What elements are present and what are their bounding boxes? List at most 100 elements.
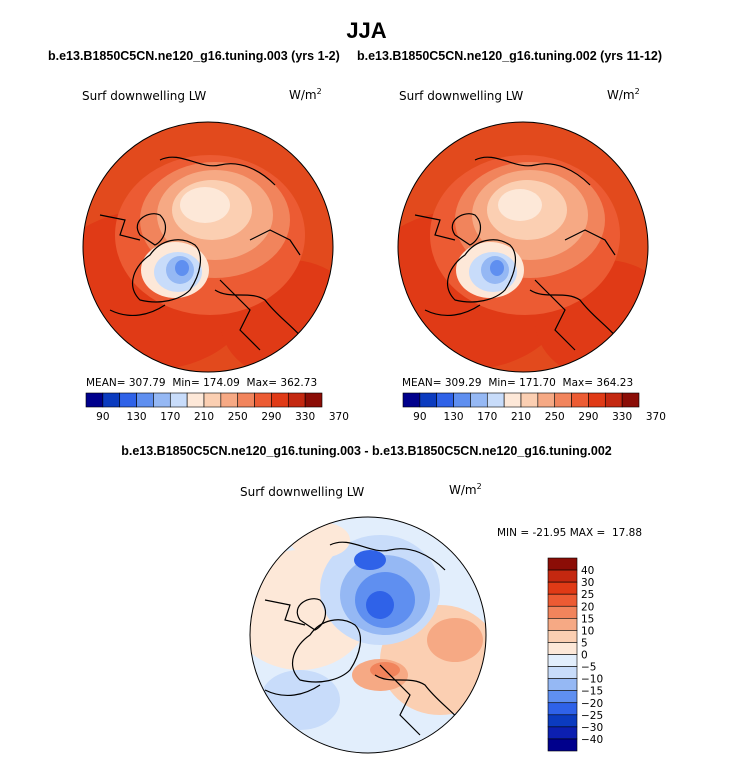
left-colorbar-box xyxy=(169,392,188,408)
diff-colorbar-tick: −40 xyxy=(581,734,603,746)
diff-colorbar-tick: 10 xyxy=(581,625,594,637)
right-colorbar: 90 130 170 210 250 290 330 370 xyxy=(402,392,666,423)
diff-map xyxy=(250,517,486,753)
diff-variable-label: Surf downwelling LW xyxy=(240,485,365,499)
right-colorbar-box xyxy=(604,392,623,408)
right-map-border xyxy=(397,121,649,373)
diff-colorbar-tick: 0 xyxy=(581,650,588,662)
right-map xyxy=(398,122,648,372)
diff-colorbar-box xyxy=(547,642,578,655)
diff-colorbar-tick: −10 xyxy=(581,674,603,686)
diff-colorbar-box xyxy=(547,678,578,691)
diff-colorbar-tick: −25 xyxy=(581,710,603,722)
left-map-border xyxy=(82,121,334,373)
right-colorbar-box xyxy=(503,392,522,408)
left-coastlines xyxy=(99,156,311,351)
diff-colorbar-tick: −30 xyxy=(581,722,603,734)
left-stats: MEAN= 307.79 Min= 174.09 Max= 362.73 xyxy=(86,377,318,389)
diff-colorbar-tick: 25 xyxy=(581,589,594,601)
left-colorbar: 90 130 170 210 250 290 330 370 xyxy=(85,392,349,423)
right-colorbar-box xyxy=(419,392,438,408)
diff-map-border xyxy=(249,516,487,754)
right-colorbar-tick: 90 xyxy=(413,411,426,423)
right-panel-title: b.e13.B1850C5CN.ne120_g16.tuning.002 (yr… xyxy=(357,49,663,63)
right-colorbar-box xyxy=(537,392,556,408)
diff-colorbar-box xyxy=(547,738,578,752)
left-colorbar-tick: 170 xyxy=(160,411,180,423)
diff-colorbar-tick: 30 xyxy=(581,577,594,589)
left-colorbar-box xyxy=(186,392,205,408)
right-colorbar-tick: 370 xyxy=(646,411,666,423)
diff-colorbar-tick: 40 xyxy=(581,565,594,577)
right-colorbar-box xyxy=(486,392,505,408)
left-colorbar-box xyxy=(254,392,272,408)
diff-colorbar-tick: 5 xyxy=(581,637,588,649)
diff-colorbar-box xyxy=(547,618,578,631)
left-colorbar-box xyxy=(136,392,154,408)
right-units-label: W/m2 xyxy=(607,87,640,102)
right-stats: MEAN= 309.29 Min= 171.70 Max= 364.23 xyxy=(402,377,634,389)
left-colorbar-tick: 130 xyxy=(127,411,147,423)
left-units-label: W/m2 xyxy=(289,87,322,102)
diff-units-label: W/m2 xyxy=(449,482,482,497)
diff-colorbar-box xyxy=(547,569,578,583)
right-colorbar-box xyxy=(621,392,640,408)
left-colorbar-box xyxy=(220,392,239,408)
right-colorbar-tick: 210 xyxy=(511,411,531,423)
left-colorbar-tick: 250 xyxy=(228,411,248,423)
diff-colorbar-box xyxy=(547,690,578,704)
diff-colorbar-box xyxy=(547,593,578,607)
diff-colorbar-box xyxy=(547,702,578,716)
left-colorbar-box xyxy=(203,392,222,408)
left-colorbar-box xyxy=(85,392,104,408)
diff-panel-title: b.e13.B1850C5CN.ne120_g16.tuning.003 - b… xyxy=(121,444,612,458)
right-colorbar-tick: 130 xyxy=(444,411,464,423)
page-title: JJA xyxy=(346,18,387,43)
right-colorbar-box xyxy=(470,392,488,408)
right-colorbar-box xyxy=(588,392,606,408)
diff-colorbar-box xyxy=(547,666,578,679)
left-colorbar-tick: 90 xyxy=(96,411,109,423)
left-colorbar-box xyxy=(287,392,306,408)
right-colorbar-tick: 250 xyxy=(545,411,565,423)
left-panel-title: b.e13.B1850C5CN.ne120_g16.tuning.003 (yr… xyxy=(48,49,340,63)
right-colorbar-tick: 290 xyxy=(578,411,598,423)
diff-colorbar-box xyxy=(547,654,578,667)
left-map xyxy=(83,122,333,372)
right-variable-label: Surf downwelling LW xyxy=(399,89,524,103)
left-colorbar-box xyxy=(153,392,171,408)
right-colorbar-tick: 170 xyxy=(477,411,497,423)
right-colorbar-tick: 330 xyxy=(612,411,632,423)
diff-colorbar-box xyxy=(547,581,578,595)
right-colorbar-box xyxy=(402,392,421,408)
diff-colorbar-box xyxy=(547,605,578,619)
right-colorbar-box xyxy=(571,392,589,408)
diff-colorbar-box xyxy=(547,726,578,740)
right-colorbar-box xyxy=(436,392,454,408)
diff-colorbar-tick: 15 xyxy=(581,613,594,625)
diff-colorbar-box xyxy=(547,630,578,643)
diff-colorbar-box xyxy=(547,557,578,571)
diff-coastlines xyxy=(264,541,471,736)
left-colorbar-tick: 330 xyxy=(295,411,315,423)
left-colorbar-box xyxy=(119,392,137,408)
diff-stats: MIN = -21.95 MAX = 17.88 xyxy=(497,527,643,539)
left-colorbar-box xyxy=(271,392,289,408)
left-colorbar-tick: 210 xyxy=(194,411,214,423)
right-colorbar-box xyxy=(520,392,539,408)
diff-colorbar-tick: −15 xyxy=(581,686,603,698)
left-colorbar-box xyxy=(102,392,121,408)
right-colorbar-box xyxy=(453,392,471,408)
left-colorbar-box xyxy=(237,392,255,408)
diff-colorbar-tick: −20 xyxy=(581,698,603,710)
left-colorbar-tick: 370 xyxy=(329,411,349,423)
diff-colorbar-tick: −5 xyxy=(581,662,596,674)
left-variable-label: Surf downwelling LW xyxy=(82,89,207,103)
left-colorbar-tick: 290 xyxy=(261,411,281,423)
left-colorbar-box xyxy=(304,392,323,408)
right-colorbar-box xyxy=(554,392,572,408)
diff-colorbar-box xyxy=(547,714,578,728)
diff-colorbar-tick: 20 xyxy=(581,601,594,613)
